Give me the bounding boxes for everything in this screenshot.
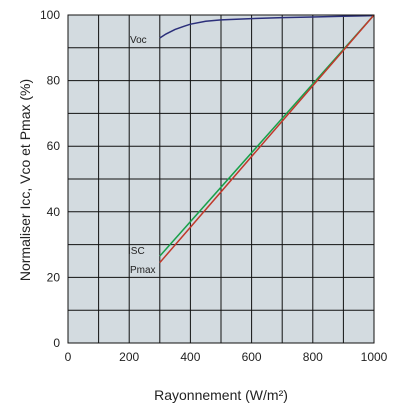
x-tick-label: 0 — [65, 350, 72, 364]
y-tick-label: 60 — [47, 139, 61, 153]
plot-border — [67, 14, 375, 344]
y-tick-label: 0 — [53, 336, 60, 350]
series-label-voc: Voc — [130, 35, 147, 46]
x-axis-title: Rayonnement (W/m²) — [154, 387, 288, 403]
y-tick-labels: 0 20 40 60 80 100 — [40, 8, 60, 350]
x-tick-label: 200 — [119, 350, 139, 364]
x-tick-labels: 0 200 400 600 800 1000 — [65, 350, 388, 364]
y-axis-title: Normaliser Icc, Vco et Pmax (%) — [17, 79, 33, 281]
series-line-pmax — [159, 14, 375, 264]
y-tick-label: 40 — [47, 205, 61, 219]
series-label-isc: ISC — [128, 246, 145, 257]
x-tick-label: 400 — [180, 350, 200, 364]
series-layer — [159, 14, 375, 264]
x-tick-label: 800 — [303, 350, 323, 364]
series-line-voc — [159, 14, 375, 39]
grid — [68, 15, 374, 343]
y-tick-label: 20 — [47, 270, 61, 284]
series-label-pmax: Pmax — [130, 265, 156, 276]
x-tick-label: 600 — [242, 350, 262, 364]
y-tick-label: 100 — [40, 8, 60, 22]
y-tick-label: 80 — [47, 74, 61, 88]
x-tick-label: 1000 — [361, 350, 388, 364]
